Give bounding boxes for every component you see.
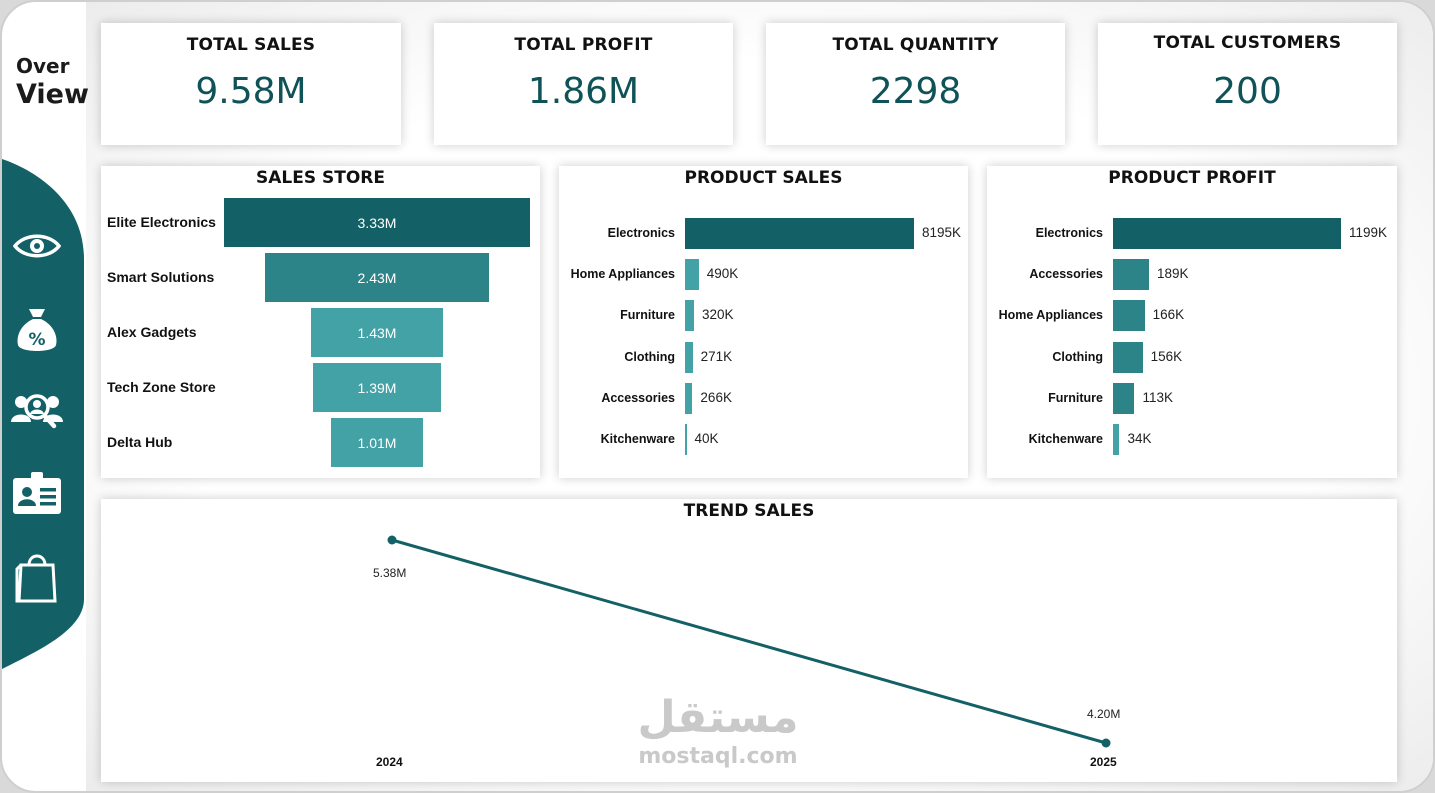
bar-category-label: Clothing (624, 349, 675, 364)
kpi-card-total-profit: TOTAL PROFIT 1.86M (434, 23, 733, 145)
bar-mark (685, 259, 699, 291)
bar-category-label: Home Appliances (570, 267, 675, 282)
bar-mark (685, 424, 687, 455)
trend-data-label: 5.38M (373, 566, 407, 580)
bar-mark (1113, 424, 1120, 455)
eye-icon[interactable] (10, 219, 64, 273)
shopping-bag-icon[interactable] (10, 551, 64, 605)
trend-data-label: 4.20M (1087, 707, 1121, 721)
kpi-value: 2298 (869, 71, 962, 112)
bar-category-label: Clothing (1052, 349, 1103, 364)
bar-value-label: 40K (694, 431, 719, 446)
trend-sales-chart (387, 535, 1111, 748)
kpi-title: TOTAL CUSTOMERS (1153, 33, 1342, 53)
bar-value-label: 271K (700, 348, 733, 364)
funnel-bar: 2.43M (265, 253, 489, 302)
page-title-line2: View (16, 79, 89, 110)
kpi-card-total-quantity: TOTAL QUANTITY 2298 (766, 23, 1065, 145)
bar-mark (1113, 300, 1145, 332)
trend-sales-title: TREND SALES (683, 501, 815, 521)
bar-category-label: Accessories (601, 390, 675, 405)
funnel-store-label: Tech Zone Store (107, 379, 216, 395)
product-sales-card: PRODUCT SALES Electronics 8195K Home Appli… (559, 166, 968, 478)
money-bag-percent-icon[interactable]: % (10, 303, 64, 357)
bar-mark (685, 218, 914, 249)
kpi-value: 200 (1213, 71, 1282, 112)
product-profit-title: PRODUCT PROFIT (1108, 168, 1276, 188)
funnel-bar: 1.43M (311, 308, 443, 357)
bar-mark (1113, 259, 1149, 291)
trend-point (1101, 738, 1111, 748)
funnel-bar: 1.39M (313, 363, 441, 412)
bar-category-label: Electronics (607, 226, 675, 240)
trend-x-tick: 2025 (1090, 755, 1117, 769)
bar-category-label: Furniture (620, 308, 675, 323)
svg-text:%: % (28, 330, 45, 350)
bar-category-label: Kitchenware (1028, 432, 1103, 446)
bar-value-label: 490K (706, 266, 739, 282)
trend-x-tick: 2024 (376, 755, 403, 769)
bar-mark (1113, 382, 1135, 414)
bar-mark (1113, 218, 1341, 249)
funnel-bar: 1.01M (330, 418, 424, 467)
page-title-line1: Over (16, 54, 70, 78)
kpi-card-total-sales: TOTAL SALES 9.58M (101, 23, 401, 145)
bar-category-label: Kitchenware (600, 432, 675, 446)
kpi-title: TOTAL SALES (186, 35, 316, 55)
trend-series-line (391, 538, 1107, 745)
product-sales-title: PRODUCT SALES (684, 168, 843, 188)
id-card-icon[interactable] (10, 467, 64, 521)
funnel-store-label: Smart Solutions (107, 269, 215, 285)
bar-value-label: 156K (1150, 348, 1183, 364)
funnel-bar: 3.33M (224, 198, 530, 247)
customers-search-icon[interactable] (10, 385, 64, 439)
trend-sales-card: TREND SALES 5.38M 4.20M 2024 2025 (101, 499, 1397, 782)
kpi-value: 9.58M (195, 71, 307, 112)
sales-store-title: SALES STORE (255, 168, 385, 188)
bar-value-label: 1199K (1349, 225, 1388, 240)
bar-value-label: 320K (701, 307, 734, 323)
bar-value-label: 8195K (922, 225, 962, 240)
bar-value-label: 113K (1142, 389, 1174, 405)
bar-value-label: 34K (1127, 431, 1152, 446)
kpi-title: TOTAL QUANTITY (832, 35, 999, 55)
page-title: Over View (16, 54, 89, 112)
funnel-store-label: Delta Hub (107, 434, 173, 450)
trend-point (387, 535, 397, 545)
bar-category-label: Electronics (1035, 226, 1103, 240)
product-profit-card: PRODUCT PROFIT Electronics 1199K Accessori… (987, 166, 1397, 478)
funnel-store-label: Alex Gadgets (107, 324, 197, 340)
kpi-title: TOTAL PROFIT (514, 35, 653, 55)
bar-value-label: 189K (1156, 266, 1189, 282)
bar-mark (685, 300, 694, 332)
kpi-card-total-customers: TOTAL CUSTOMERS 200 (1098, 23, 1397, 145)
sidebar-nav: % (2, 159, 86, 669)
bar-mark (685, 341, 693, 373)
bar-mark (685, 382, 693, 414)
bar-mark (1113, 341, 1143, 373)
bar-category-label: Furniture (1048, 390, 1103, 405)
bar-value-label: 266K (700, 389, 732, 405)
kpi-value: 1.86M (527, 71, 640, 112)
bar-value-label: 166K (1152, 307, 1185, 323)
bar-category-label: Home Appliances (998, 308, 1103, 323)
funnel-store-label: Elite Electronics (107, 214, 216, 230)
bar-category-label: Accessories (1029, 267, 1103, 282)
sales-store-card: SALES STORE Elite Electronics 3.33M Smart … (101, 166, 540, 478)
